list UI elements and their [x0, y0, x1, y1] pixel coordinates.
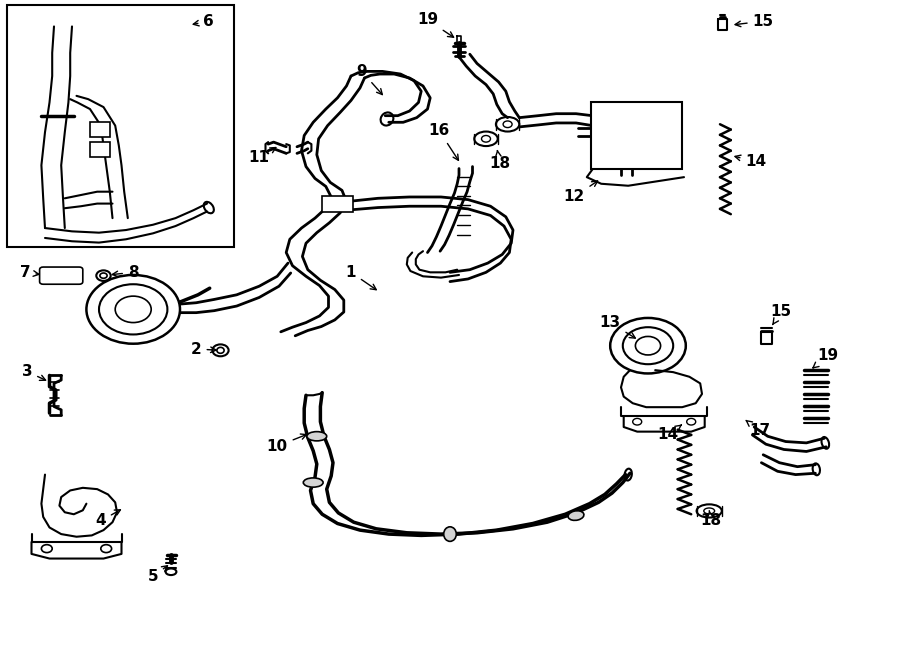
Text: 9: 9 — [356, 64, 382, 95]
Circle shape — [623, 327, 673, 364]
Text: 15: 15 — [770, 305, 792, 325]
Bar — [90, 122, 110, 137]
Ellipse shape — [568, 511, 584, 520]
Circle shape — [610, 318, 686, 373]
Bar — [90, 142, 110, 157]
Ellipse shape — [303, 478, 323, 487]
FancyBboxPatch shape — [591, 102, 682, 169]
Ellipse shape — [307, 432, 327, 441]
Text: 19: 19 — [813, 348, 839, 368]
Bar — [7, 5, 234, 247]
Circle shape — [99, 284, 167, 334]
Circle shape — [41, 545, 52, 553]
Text: 6: 6 — [194, 14, 214, 28]
Circle shape — [633, 418, 642, 425]
Text: 18: 18 — [700, 510, 722, 528]
Text: 1: 1 — [346, 265, 376, 290]
Text: 5: 5 — [148, 566, 167, 584]
Text: 13: 13 — [599, 315, 635, 338]
Text: 17: 17 — [746, 420, 770, 438]
Circle shape — [687, 418, 696, 425]
Ellipse shape — [444, 527, 456, 541]
Circle shape — [86, 275, 180, 344]
Text: 3: 3 — [22, 364, 46, 380]
Text: 12: 12 — [563, 181, 598, 204]
Text: 4: 4 — [95, 510, 121, 528]
Text: 2: 2 — [191, 342, 216, 356]
Circle shape — [635, 336, 661, 355]
Text: 19: 19 — [417, 13, 454, 37]
Text: 14: 14 — [735, 155, 767, 169]
Text: 11: 11 — [248, 147, 276, 165]
Text: 15: 15 — [735, 14, 774, 28]
Text: 8: 8 — [112, 265, 139, 280]
Circle shape — [101, 545, 112, 553]
Text: 16: 16 — [428, 124, 458, 161]
FancyBboxPatch shape — [322, 196, 353, 212]
Text: 14: 14 — [657, 425, 681, 442]
Text: 18: 18 — [489, 151, 510, 171]
Text: 10: 10 — [266, 434, 307, 453]
Circle shape — [115, 296, 151, 323]
FancyBboxPatch shape — [40, 267, 83, 284]
Text: 7: 7 — [20, 265, 39, 280]
